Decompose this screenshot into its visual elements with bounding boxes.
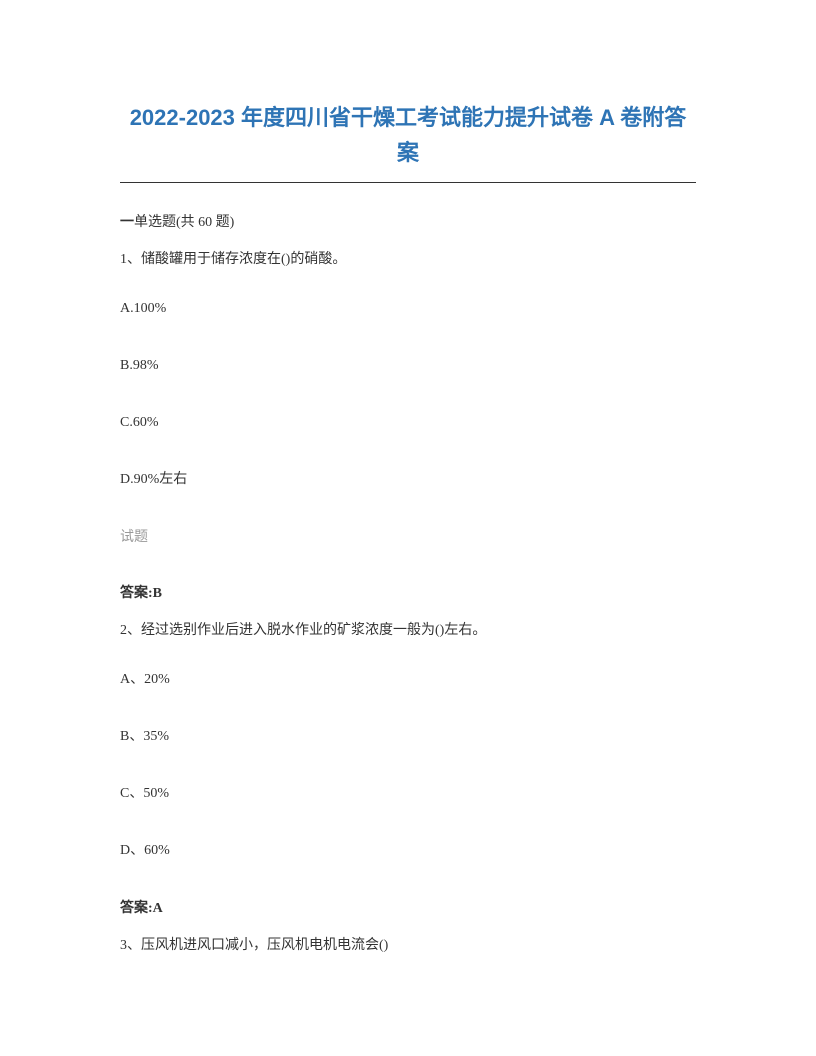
option-c: C.60%	[120, 412, 696, 433]
answer-line: 答案:A	[120, 897, 696, 917]
document-title: 2022-2023 年度四川省干燥工考试能力提升试卷 A 卷附答案	[120, 100, 696, 170]
option-b: B、35%	[120, 726, 696, 747]
answer-line: 答案:B	[120, 582, 696, 602]
answer-label: 答案:	[120, 586, 153, 601]
question-number: 1、	[120, 252, 141, 267]
answer-label: 答案:	[120, 901, 153, 916]
question-stem: 2、经过选别作业后进入脱水作业的矿浆浓度一般为()左右。	[120, 620, 696, 641]
question-text: 经过选别作业后进入脱水作业的矿浆浓度一般为()左右。	[141, 623, 486, 638]
question-stem: 1、储酸罐用于储存浓度在()的硝酸。	[120, 249, 696, 270]
question-text: 储酸罐用于储存浓度在()的硝酸。	[141, 252, 346, 267]
question-number: 2、	[120, 623, 141, 638]
section-prefix: 一	[120, 215, 134, 230]
section-header: 一单选题(共 60 题)	[120, 211, 696, 231]
option-a: A.100%	[120, 298, 696, 319]
option-d: D.90%左右	[120, 469, 696, 490]
title-divider	[120, 182, 696, 183]
answer-value: B	[153, 586, 162, 601]
option-a: A、20%	[120, 669, 696, 690]
question-text: 压风机进风口减小，压风机电机电流会()	[141, 938, 388, 953]
section-label: 单选题(共 60 题)	[134, 215, 234, 230]
option-b: B.98%	[120, 355, 696, 376]
question-stem: 3、压风机进风口减小，压风机电机电流会()	[120, 935, 696, 956]
option-d: D、60%	[120, 840, 696, 861]
question-number: 3、	[120, 938, 141, 953]
answer-value: A	[153, 901, 163, 916]
option-c: C、50%	[120, 783, 696, 804]
question-hint: 试题	[120, 526, 696, 546]
